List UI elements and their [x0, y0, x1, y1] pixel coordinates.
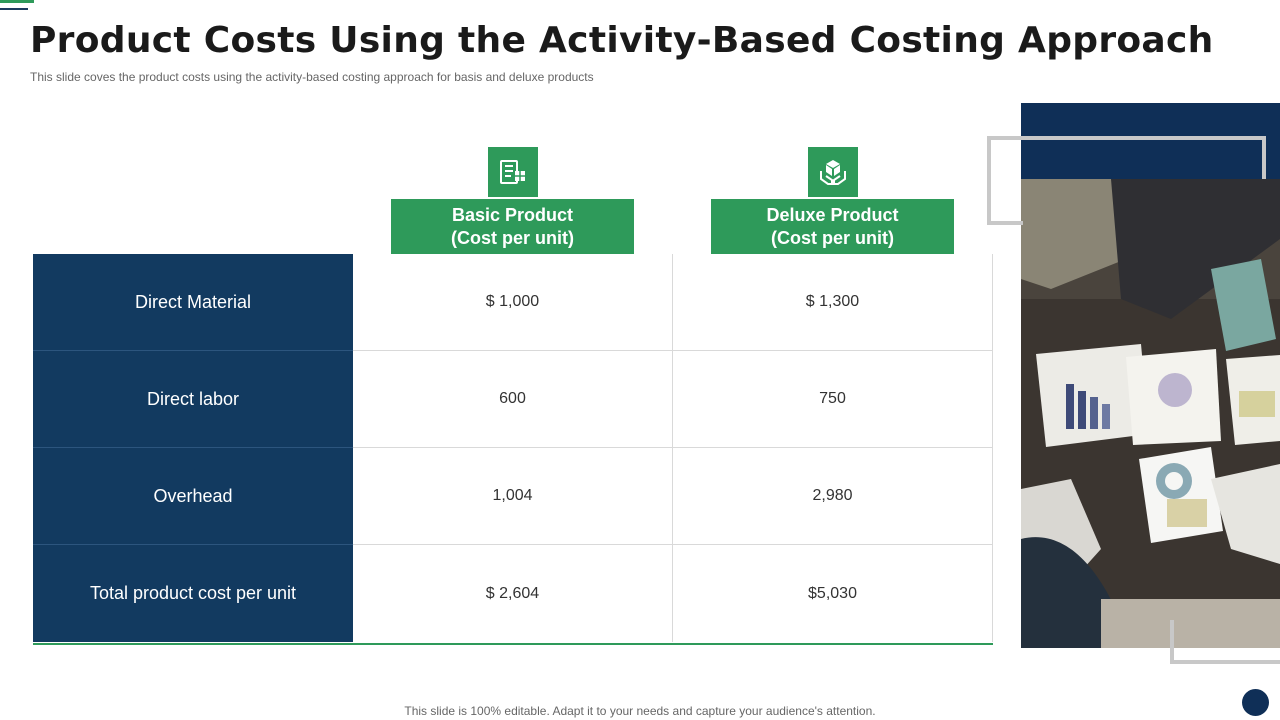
- deluxe-cost-cell: $ 1,300: [673, 254, 993, 351]
- table-row: Total product cost per unit $ 2,604 $5,0…: [33, 545, 993, 642]
- deluxe-cost-cell: $5,030: [673, 545, 993, 642]
- cost-table: Direct Material $ 1,000 $ 1,300 Direct l…: [33, 254, 993, 644]
- frame-accent-bottom: [1170, 660, 1280, 664]
- basic-cost-cell: 600: [353, 351, 673, 448]
- column-header-basic-line1: Basic Product: [451, 204, 574, 225]
- hands-box-icon: [808, 147, 858, 197]
- row-label: Direct Material: [33, 254, 353, 351]
- column-header-deluxe-line1: Deluxe Product: [766, 204, 899, 225]
- frame-accent-vertical: [987, 136, 991, 225]
- table-row: Overhead 1,004 2,980: [33, 448, 993, 545]
- basic-cost-cell: $ 1,000: [353, 254, 673, 351]
- deluxe-cost-cell: 750: [673, 351, 993, 448]
- column-header-basic: Basic Product (Cost per unit): [391, 199, 634, 254]
- page-subtitle: This slide coves the product costs using…: [30, 70, 594, 84]
- row-label: Direct labor: [33, 351, 353, 448]
- accent-line-navy: [0, 8, 28, 10]
- footer-note: This slide is 100% editable. Adapt it to…: [404, 704, 876, 718]
- table-row: Direct Material $ 1,000 $ 1,300: [33, 254, 993, 351]
- frame-accent-right: [1262, 136, 1266, 179]
- page-title: Product Costs Using the Activity-Based C…: [30, 20, 1214, 61]
- accent-line-green: [0, 0, 34, 3]
- column-header-basic-line2: (Cost per unit): [451, 227, 574, 248]
- table-bottom-rule: [33, 643, 993, 645]
- frame-accent-foot: [987, 221, 1023, 225]
- frame-accent-bottom-vertical: [1170, 620, 1174, 664]
- row-label: Overhead: [33, 448, 353, 545]
- deluxe-cost-cell: 2,980: [673, 448, 993, 545]
- photo-top-band: [1021, 103, 1280, 179]
- frame-accent-top: [987, 136, 1266, 140]
- checklist-box-icon: [488, 147, 538, 197]
- slide-nav-dot[interactable]: [1242, 689, 1269, 716]
- basic-cost-cell: $ 2,604: [353, 545, 673, 642]
- table-row: Direct labor 600 750: [33, 351, 993, 448]
- basic-cost-cell: 1,004: [353, 448, 673, 545]
- row-label: Total product cost per unit: [33, 545, 353, 642]
- column-header-deluxe-line2: (Cost per unit): [771, 227, 894, 248]
- column-header-deluxe: Deluxe Product (Cost per unit): [711, 199, 954, 254]
- meeting-photo: [1021, 179, 1280, 648]
